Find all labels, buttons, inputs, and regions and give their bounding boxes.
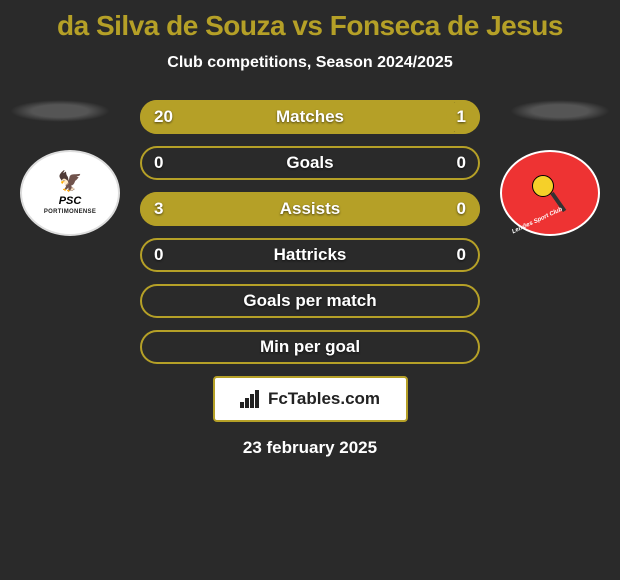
stat-value-left: 0	[154, 245, 163, 265]
bar-chart-icon	[240, 390, 262, 408]
badge-left-name: PORTIMONENSE	[44, 209, 96, 215]
stat-value-right: 0	[457, 199, 466, 219]
branding-text: FcTables.com	[268, 389, 380, 409]
footer-date: 23 february 2025	[0, 438, 620, 458]
page-title: da Silva de Souza vs Fonseca de Jesus	[0, 0, 620, 42]
player-left-shadow	[10, 100, 110, 122]
stat-value-left: 0	[154, 153, 163, 173]
subtitle: Club competitions, Season 2024/2025	[0, 54, 620, 72]
stat-label: Hattricks	[140, 245, 480, 265]
stat-label: Goals	[140, 153, 480, 173]
stat-value-left: 20	[154, 107, 173, 127]
branding-badge: FcTables.com	[213, 376, 408, 422]
stat-label: Min per goal	[140, 337, 480, 357]
stat-label: Goals per match	[140, 291, 480, 311]
eagle-icon: 🦅	[58, 172, 83, 192]
stat-value-left: 3	[154, 199, 163, 219]
stat-value-right: 0	[457, 153, 466, 173]
stat-row: Min per goal	[140, 330, 480, 364]
stat-row: Assists3 0	[140, 192, 480, 226]
stat-label: Matches	[140, 107, 480, 127]
badge-left-mid: PSC	[56, 194, 85, 208]
stat-row: Goals0 0	[140, 146, 480, 180]
club-badge-left: 🦅 PSC PORTIMONENSE	[20, 150, 120, 236]
stat-label: Assists	[140, 199, 480, 219]
comparison-content: 🦅 PSC PORTIMONENSE Leixões Sport Club Ma…	[0, 100, 620, 458]
badge-right-name: Leixões Sport Club	[511, 207, 563, 236]
club-badge-right: Leixões Sport Club	[500, 150, 600, 236]
stat-value-right: 0	[457, 245, 466, 265]
stat-value-right: 1	[457, 107, 466, 127]
stat-row: Matches20 1	[140, 100, 480, 134]
stat-bars: Matches201Goals00Assists30Hattricks00Goa…	[140, 100, 480, 364]
stat-row: Hattricks0 0	[140, 238, 480, 272]
stat-row: Goals per match	[140, 284, 480, 318]
racket-icon	[532, 175, 568, 211]
player-right-shadow	[510, 100, 610, 122]
